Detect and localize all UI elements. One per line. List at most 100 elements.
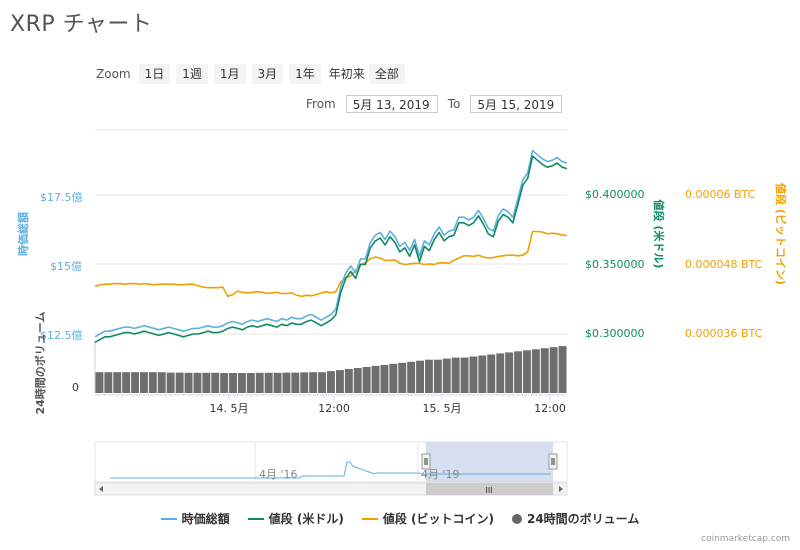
series-line-market-cap [94, 149, 568, 338]
navigator-handle[interactable] [548, 453, 558, 470]
scrollbar-grip-icon: III [485, 486, 492, 495]
market-cap-tick-label: $17.5億 [40, 191, 83, 204]
volume-bar [300, 372, 309, 393]
volume-tick-label: 0 [72, 381, 79, 394]
series-lines [94, 149, 568, 344]
volume-bar [478, 355, 487, 393]
volume-bar [353, 368, 362, 393]
legend: 時価総額 値段 (米ドル) 値段 (ビットコイン) 24時間のボリューム [0, 510, 800, 527]
btc-tick-label: 0.00006 BTC [685, 188, 756, 201]
navigator-label: 4月 '19 [421, 468, 460, 481]
navigator-series [110, 461, 551, 479]
to-date-input[interactable] [470, 95, 563, 113]
legend-item-market-cap[interactable]: 時価総額 [160, 510, 230, 527]
zoom-button-all[interactable]: 全部 [368, 64, 405, 84]
usd-tick-label: $0.300000 [585, 327, 645, 340]
volume-bar [131, 372, 139, 393]
volume-bar [264, 372, 273, 393]
volume-bar [371, 365, 380, 393]
zoom-button-1w[interactable]: 1週 [176, 64, 208, 84]
volume-bars [94, 340, 567, 394]
volume-bar [398, 362, 407, 393]
volume-bar [282, 372, 291, 393]
volume-bar [487, 354, 496, 393]
legend-item-volume[interactable]: 24時間のボリューム [511, 510, 640, 527]
volume-bar [157, 372, 166, 393]
volume-bar [220, 373, 229, 393]
date-range: From To [306, 95, 572, 113]
zoom-button-3m[interactable]: 3月 [251, 64, 284, 84]
navigator-handle[interactable] [421, 453, 431, 470]
legend-dot-icon [511, 513, 522, 524]
x-tick-label: 15. 5月 [423, 402, 462, 415]
volume-bar [531, 349, 540, 394]
scrollbar-thumb[interactable] [426, 483, 553, 495]
volume-bar [469, 356, 478, 393]
volume-bar [95, 372, 104, 393]
credit[interactable]: coinmarketcap.com [701, 534, 790, 544]
usd-tick-label: $0.400000 [585, 188, 645, 201]
zoom-controls: Zoom 1日 1週 1月 3月 1年 年初来 全部 [96, 64, 411, 84]
legend-item-usd[interactable]: 値段 (米ドル) [247, 510, 344, 527]
legend-line-icon [247, 517, 264, 520]
legend-line-icon [361, 517, 378, 520]
volume-bar [425, 359, 433, 393]
volume-bar [229, 373, 237, 393]
volume-bar [416, 360, 424, 393]
btc-tick-label: 0.000048 BTC [685, 258, 763, 271]
legend-label: 値段 (米ドル) [268, 512, 344, 526]
volume-bar [273, 372, 282, 393]
zoom-label: Zoom [96, 67, 131, 81]
volume-bar [514, 351, 522, 393]
volume-bar [523, 350, 531, 393]
volume-bar [407, 361, 416, 394]
scroll-left-icon[interactable] [99, 486, 103, 492]
zoom-button-1y[interactable]: 1年 [289, 64, 321, 84]
volume-bar [318, 372, 326, 393]
legend-label: 24時間のボリューム [526, 512, 640, 526]
volume-bar [193, 372, 202, 393]
navigator-label: 4月 '16 [259, 468, 298, 481]
volume-bar [113, 372, 122, 393]
volume-bar [389, 363, 398, 393]
zoom-button-1m[interactable]: 1月 [213, 64, 246, 84]
grid-lines [95, 129, 567, 335]
volume-bar [148, 372, 157, 393]
to-label: To [447, 97, 461, 111]
legend-item-btc[interactable]: 値段 (ビットコイン) [361, 510, 494, 527]
volume-bar [184, 372, 193, 393]
volume-bar [433, 359, 442, 393]
volume-bar [166, 372, 175, 393]
volume-bar [309, 372, 318, 393]
volume-bar [122, 372, 131, 393]
navigator-selection[interactable] [426, 442, 553, 482]
x-tick-label: 12:00 [534, 402, 566, 415]
volume-bar [202, 372, 211, 393]
volume-bar [104, 372, 113, 393]
volume-bar [175, 372, 184, 393]
volume-bar [291, 372, 300, 393]
market-cap-tick-label: $12.5億 [40, 329, 83, 342]
volume-bar [549, 347, 558, 393]
zoom-button-1d[interactable]: 1日 [138, 64, 171, 84]
volume-bar [238, 373, 246, 393]
scroll-right-icon[interactable] [559, 486, 563, 492]
volume-bar [451, 357, 460, 393]
volume-bar [246, 373, 255, 393]
x-tick-label: 12:00 [318, 402, 350, 415]
btc-tick-label: 0.000036 BTC [685, 327, 763, 340]
from-date-input[interactable] [345, 95, 438, 113]
page-title: XRP チャート [10, 12, 153, 37]
zoom-button-ytd[interactable]: 年初来 [328, 67, 365, 81]
navigator[interactable]: 4月 '16 4月 '19 III [94, 441, 568, 496]
volume-bar [558, 346, 567, 393]
volume-bar [362, 367, 371, 393]
legend-label: 値段 (ビットコイン) [382, 512, 494, 526]
volume-bar [255, 372, 264, 393]
volume-bar [540, 348, 549, 393]
volume-bar [327, 371, 335, 393]
volume-bar [211, 372, 220, 393]
from-label: From [306, 97, 336, 111]
x-axis: 14. 5月 12:00 15. 5月 12:00 [95, 394, 567, 415]
